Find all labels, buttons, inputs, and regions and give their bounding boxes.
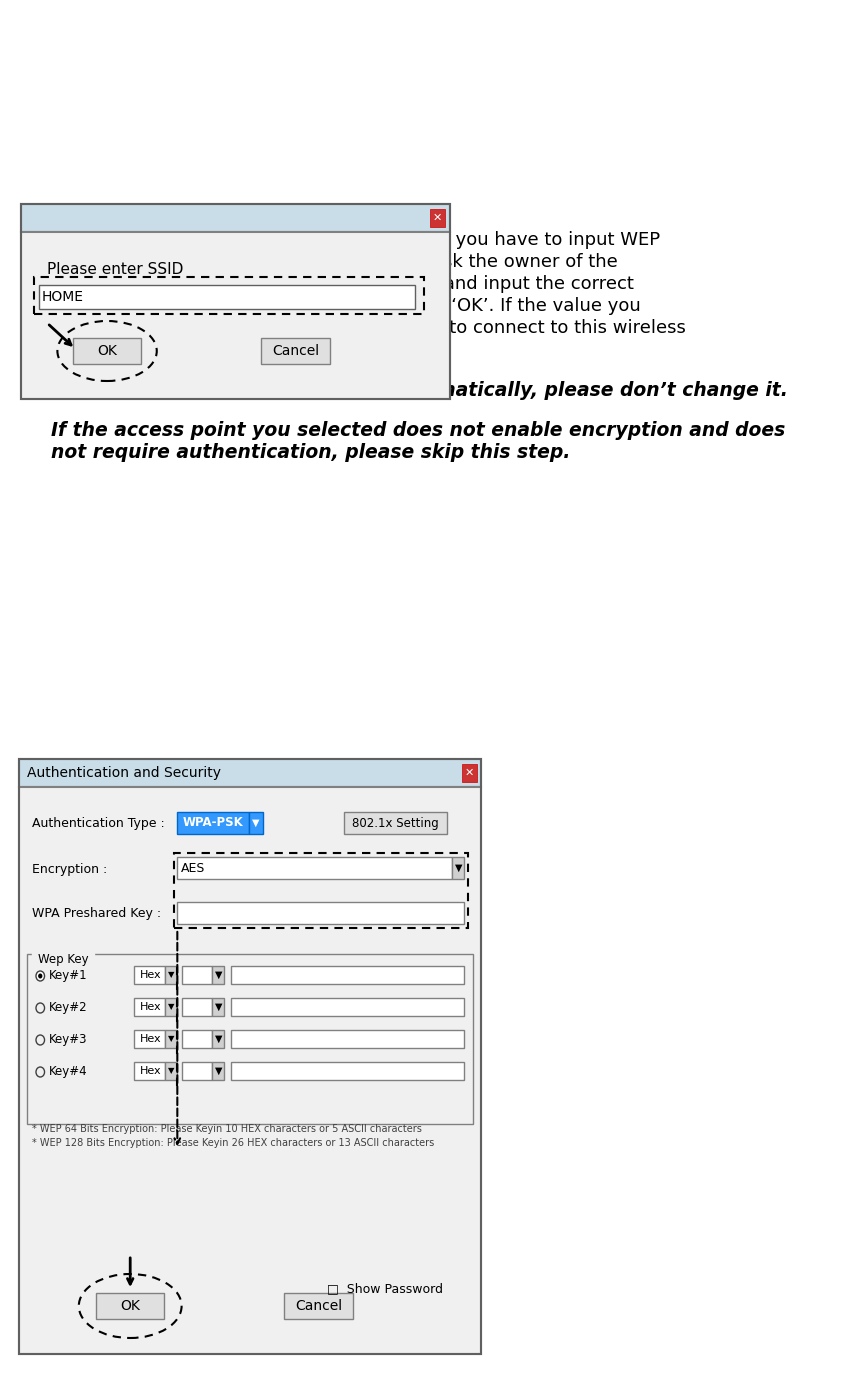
FancyBboxPatch shape <box>19 787 481 1354</box>
FancyBboxPatch shape <box>344 812 446 834</box>
FancyBboxPatch shape <box>284 1294 353 1318</box>
Text: AES: AES <box>181 862 204 874</box>
FancyBboxPatch shape <box>177 902 463 924</box>
FancyBboxPatch shape <box>429 210 445 228</box>
Text: Key#4: Key#4 <box>49 1066 88 1078</box>
Text: Authentication Type :: Authentication Type : <box>32 818 164 830</box>
Circle shape <box>36 971 44 980</box>
FancyBboxPatch shape <box>135 1030 165 1048</box>
FancyBboxPatch shape <box>72 338 141 364</box>
FancyBboxPatch shape <box>212 1062 224 1080</box>
FancyBboxPatch shape <box>212 967 224 985</box>
FancyArrowPatch shape <box>49 325 75 348</box>
FancyBboxPatch shape <box>165 998 177 1016</box>
FancyBboxPatch shape <box>231 1030 463 1048</box>
Text: access point.: access point. <box>51 341 170 359</box>
FancyBboxPatch shape <box>135 1062 165 1080</box>
Text: If the access point you selected does not enable encryption and does: If the access point you selected does no… <box>51 421 785 440</box>
FancyBboxPatch shape <box>19 758 481 787</box>
FancyBboxPatch shape <box>231 998 463 1016</box>
FancyBboxPatch shape <box>461 764 476 782</box>
Text: Encryption :: Encryption : <box>32 862 106 876</box>
FancyBboxPatch shape <box>165 967 177 985</box>
FancyBboxPatch shape <box>212 998 224 1016</box>
Text: ▼: ▼ <box>215 1066 222 1076</box>
Text: HOME: HOME <box>42 290 83 303</box>
Text: Cancel: Cancel <box>295 1299 342 1313</box>
FancyBboxPatch shape <box>261 338 330 364</box>
FancyBboxPatch shape <box>177 856 452 878</box>
Text: WPA-PSK: WPA-PSK <box>182 816 244 830</box>
FancyBboxPatch shape <box>135 967 165 985</box>
FancyBboxPatch shape <box>181 1030 212 1048</box>
Text: Hex: Hex <box>140 1034 161 1044</box>
Text: ▼: ▼ <box>168 1003 175 1012</box>
Text: □  Show Password: □ Show Password <box>327 1282 443 1295</box>
FancyBboxPatch shape <box>231 1062 463 1080</box>
Text: ▼: ▼ <box>168 1034 175 1044</box>
FancyBboxPatch shape <box>165 1030 177 1048</box>
Text: ▼: ▼ <box>454 863 462 873</box>
Text: Cancel: Cancel <box>272 343 319 359</box>
Text: ✕: ✕ <box>433 212 442 223</box>
Text: Hex: Hex <box>140 969 161 980</box>
FancyBboxPatch shape <box>95 1294 164 1318</box>
Text: Key#1: Key#1 <box>49 969 88 982</box>
FancyBboxPatch shape <box>38 285 415 309</box>
FancyBboxPatch shape <box>452 856 463 878</box>
Text: Hex: Hex <box>140 1066 161 1076</box>
Text: ▼: ▼ <box>252 818 260 827</box>
Text: ▼: ▼ <box>215 1003 222 1012</box>
Circle shape <box>38 974 43 979</box>
Text: OK: OK <box>97 343 117 359</box>
Text: WPA Preshared Key :: WPA Preshared Key : <box>32 907 161 921</box>
Text: Authentication type is selected automatically, please don’t change it.: Authentication type is selected automati… <box>51 381 787 400</box>
Text: passphrase or WPA preshared key. Please ask the owner of the: passphrase or WPA preshared key. Please … <box>51 252 618 272</box>
FancyBboxPatch shape <box>249 812 262 834</box>
Text: 5.: 5. <box>26 232 43 250</box>
Text: ▼: ▼ <box>215 969 222 980</box>
Text: Key#3: Key#3 <box>49 1033 87 1047</box>
Text: Wep Key: Wep Key <box>37 953 89 965</box>
Text: * WEP 64 Bits Encryption: Please Keyin 10 HEX characters or 5 ASCII characters: * WEP 64 Bits Encryption: Please Keyin 1… <box>32 1124 421 1134</box>
FancyBboxPatch shape <box>135 998 165 1016</box>
FancyBboxPatch shape <box>165 1062 177 1080</box>
FancyBboxPatch shape <box>181 967 212 985</box>
Text: Hex: Hex <box>140 1003 161 1012</box>
Text: inputted here is wrong, you will not be able to connect to this wireless: inputted here is wrong, you will not be … <box>51 319 686 336</box>
FancyBboxPatch shape <box>177 812 249 834</box>
Text: * WEP 128 Bits Encryption: Please Keyin 26 HEX characters or 13 ASCII characters: * WEP 128 Bits Encryption: Please Keyin … <box>32 1138 434 1147</box>
Text: not require authentication, please skip this step.: not require authentication, please skip … <box>51 443 570 462</box>
Text: Authentication and Security: Authentication and Security <box>27 765 222 781</box>
FancyBboxPatch shape <box>21 204 449 232</box>
FancyBboxPatch shape <box>21 232 449 399</box>
Text: If the wireless access point uses encryption, you have to input WEP: If the wireless access point uses encryp… <box>51 232 659 250</box>
Text: OK: OK <box>120 1299 140 1313</box>
FancyBboxPatch shape <box>212 1030 224 1048</box>
Text: ▼: ▼ <box>215 1034 222 1044</box>
Text: ▼: ▼ <box>168 1066 175 1076</box>
FancyBboxPatch shape <box>231 967 463 985</box>
FancyBboxPatch shape <box>181 1062 212 1080</box>
Text: passphrase / preshared key here, then click ‘OK’. If the value you: passphrase / preshared key here, then cl… <box>51 296 641 314</box>
Text: Key#2: Key#2 <box>49 1001 88 1015</box>
Text: ▼: ▼ <box>168 971 175 979</box>
Text: ✕: ✕ <box>464 768 474 778</box>
Text: Please enter SSID: Please enter SSID <box>47 262 183 277</box>
Text: wireless access point you want to connect, and input the correct: wireless access point you want to connec… <box>51 274 634 292</box>
Text: 802.1x Setting: 802.1x Setting <box>352 816 439 830</box>
FancyBboxPatch shape <box>181 998 212 1016</box>
